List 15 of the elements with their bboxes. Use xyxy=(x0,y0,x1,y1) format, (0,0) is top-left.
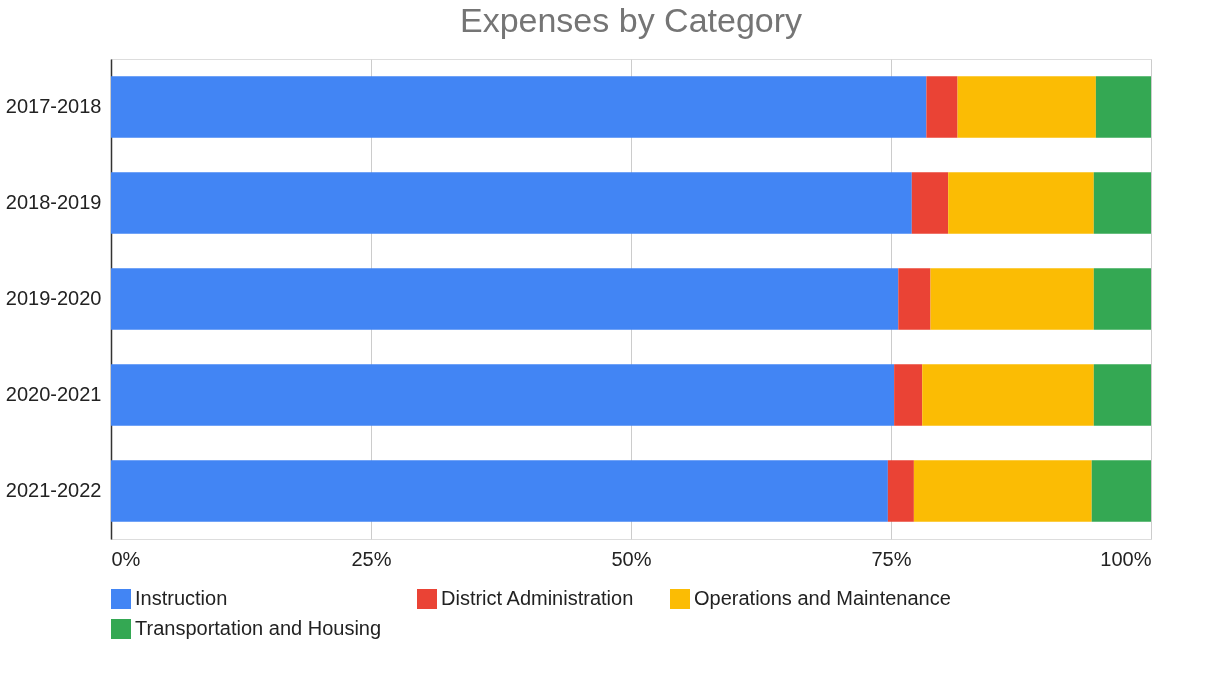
y-tick-label: 2020-2021 xyxy=(5,383,102,405)
y-tick-label: 2021-2022 xyxy=(5,479,102,501)
x-tick-label: 25% xyxy=(351,547,392,570)
y-tick-label: 2018-2019 xyxy=(5,191,102,213)
x-tick-label: 100% xyxy=(1100,547,1152,570)
x-tick-label: 50% xyxy=(611,547,652,570)
y-tick-label: 2019-2020 xyxy=(5,287,102,309)
legend-label: Instruction xyxy=(135,587,228,609)
chart-title: Expenses by Category xyxy=(459,1,803,39)
legend-label: Operations and Maintenance xyxy=(694,587,951,609)
x-tick-label: 75% xyxy=(871,547,912,570)
x-tick-label: 0% xyxy=(111,547,141,570)
legend-label: District Administration xyxy=(441,587,634,609)
legend-label: Transportation and Housing xyxy=(135,617,382,639)
y-tick-label: 2017-2018 xyxy=(5,95,102,117)
